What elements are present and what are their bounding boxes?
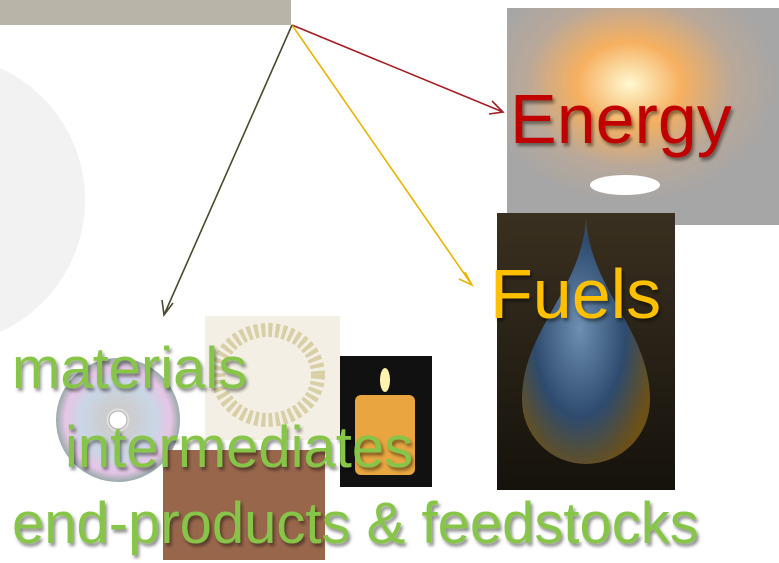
cd-hole: [108, 410, 128, 430]
arrow-energy: [291, 24, 505, 115]
earth-drop: [522, 218, 650, 464]
end-products-label: end-products & feedstocks: [12, 491, 699, 556]
arrow-fuels: [291, 24, 474, 287]
candle: [355, 395, 415, 475]
burner: [590, 175, 660, 195]
background-circle: [0, 68, 85, 332]
rope: [211, 323, 325, 427]
arrows: [161, 24, 505, 318]
candle-flame: [380, 368, 390, 392]
confetti-tint: [163, 450, 325, 560]
top-photo: [0, 0, 291, 25]
fuels-label: Fuels: [490, 255, 661, 333]
intermediates-label: intermediates: [65, 415, 413, 480]
energy-label: Energy: [510, 80, 732, 158]
confetti-photo: [163, 450, 325, 560]
arrow-materials: [161, 24, 293, 318]
materials-label: materials: [12, 336, 247, 401]
